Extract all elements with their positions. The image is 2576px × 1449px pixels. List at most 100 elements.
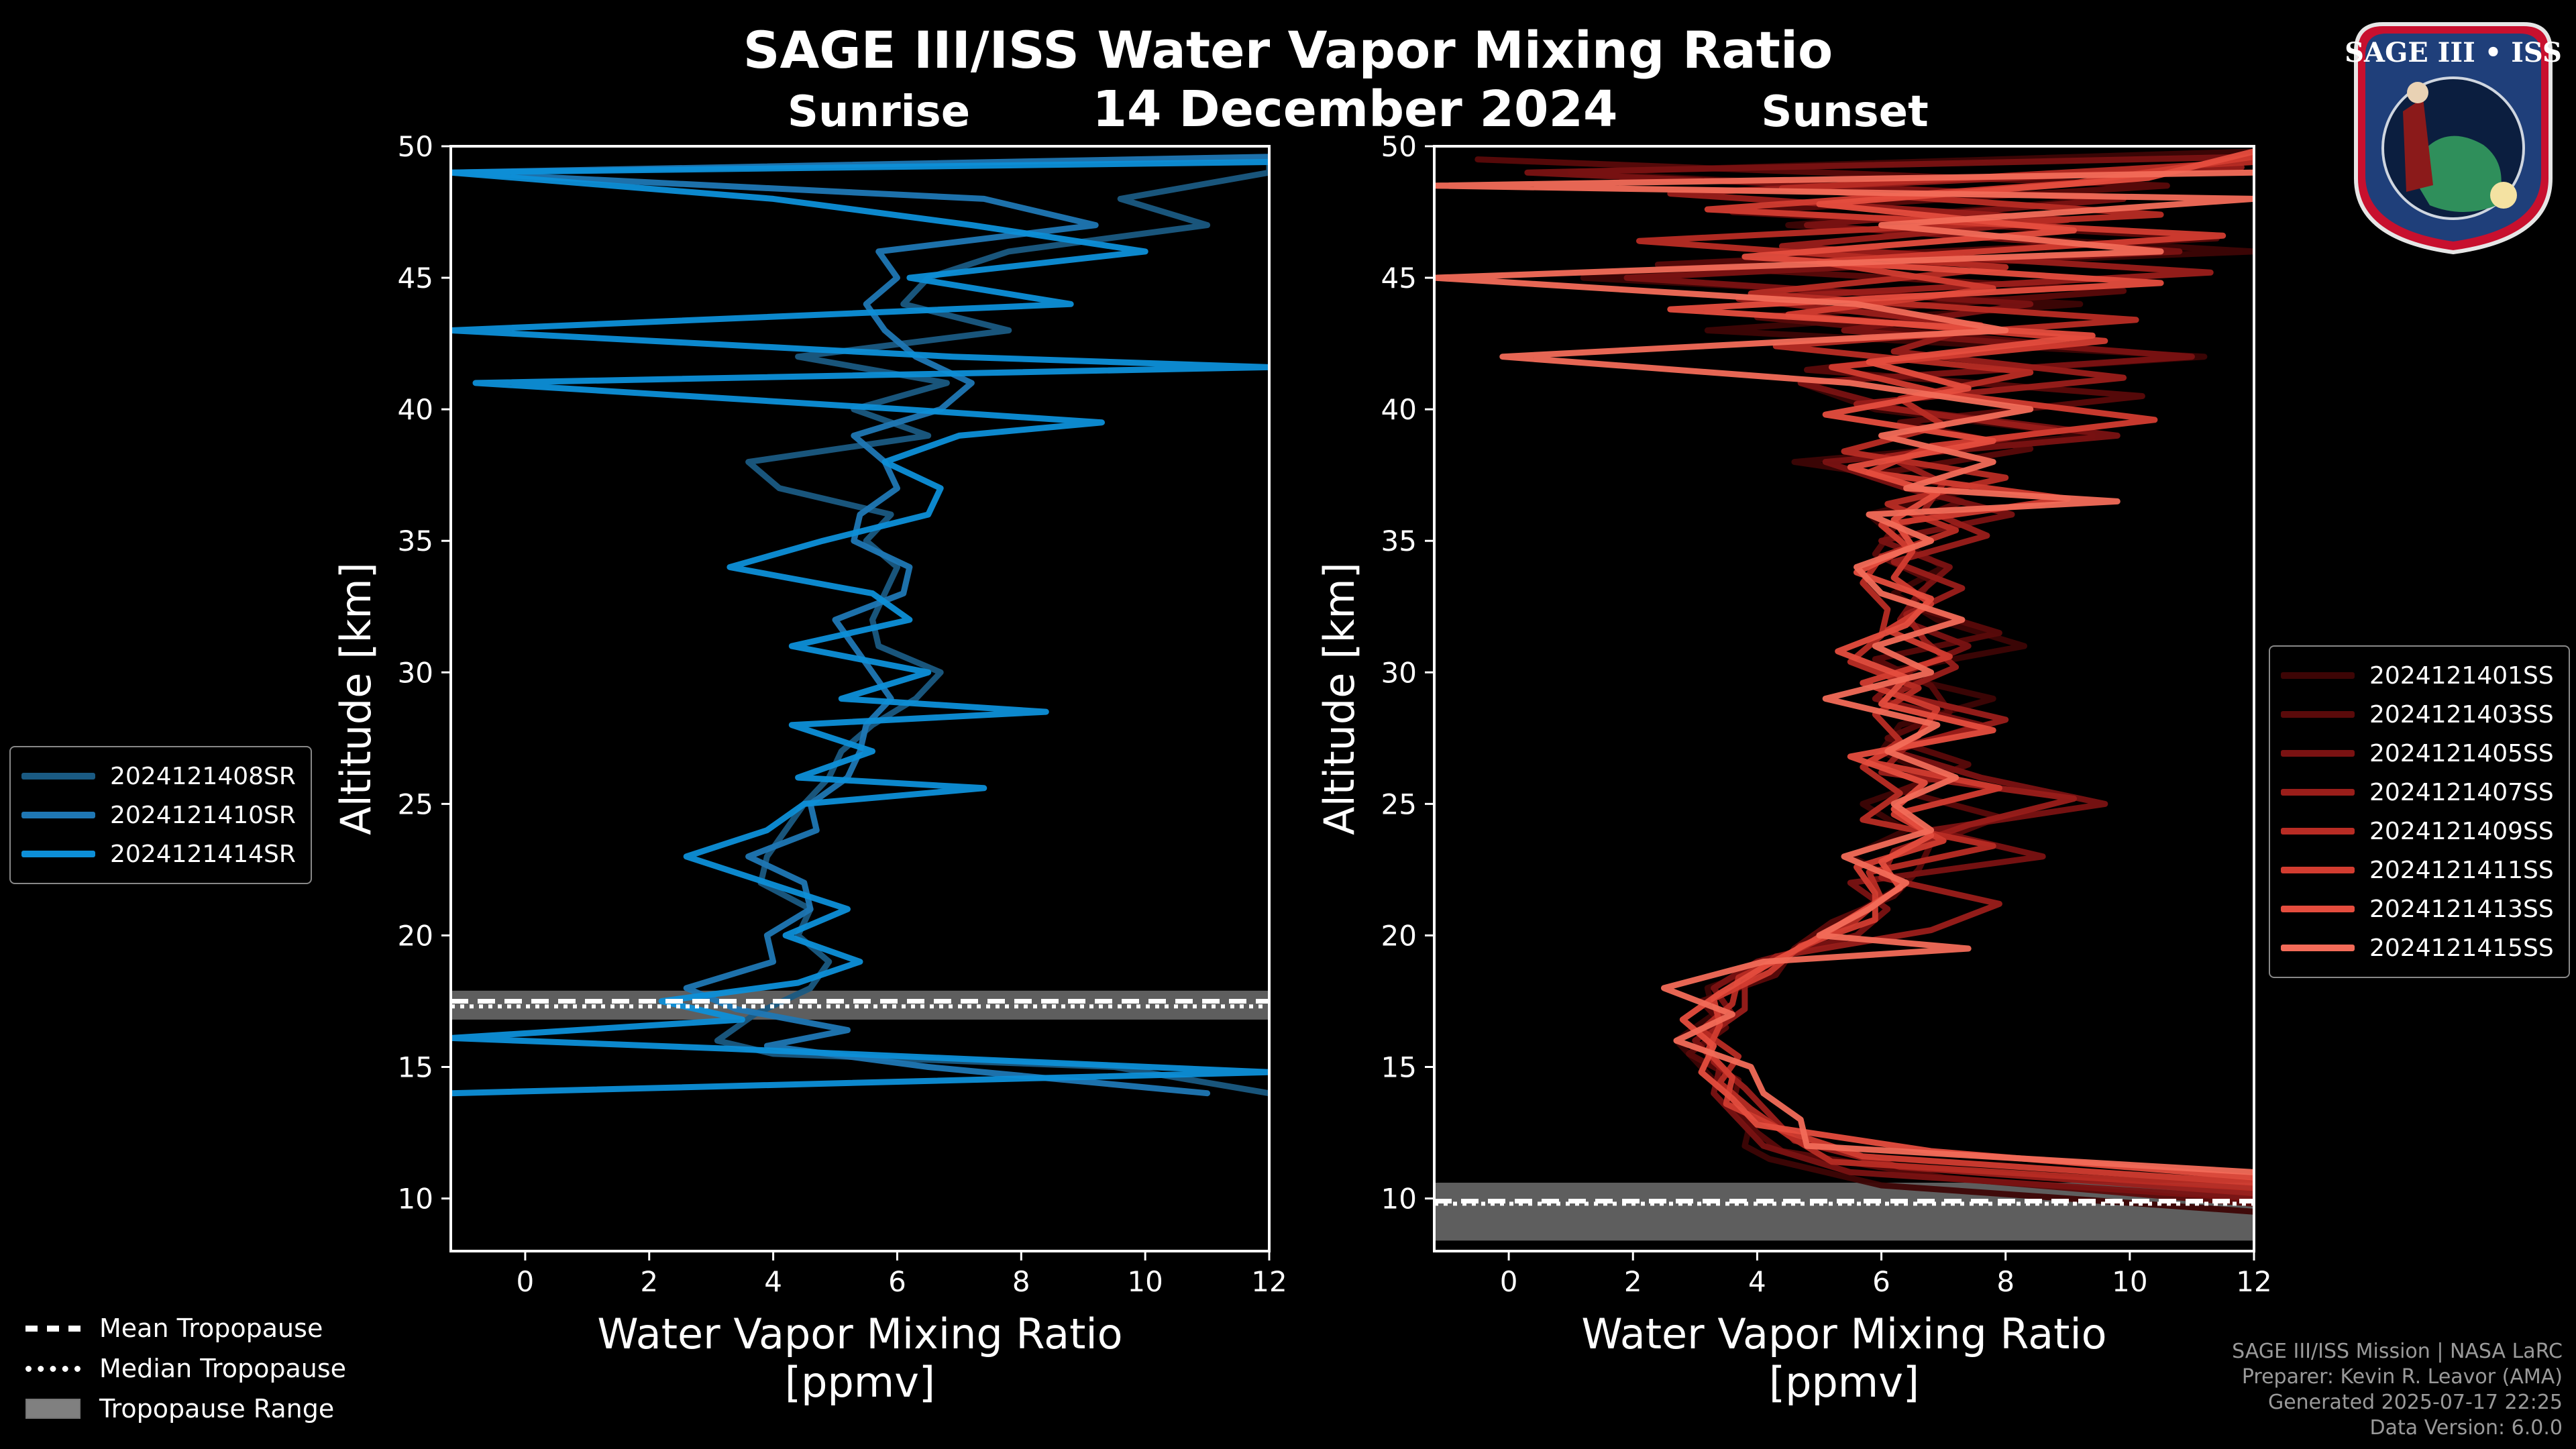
credit-line: Preparer: Kevin R. Leavor (AMA) xyxy=(2241,1365,2563,1389)
y-tick-label: 50 xyxy=(398,130,433,163)
legend-label: 2024121403SS xyxy=(2369,700,2554,729)
x-tick-label: 10 xyxy=(2112,1265,2147,1298)
x-tick-label: 4 xyxy=(1748,1265,1766,1298)
legend-item-2024121410SR: 2024121410SR xyxy=(21,796,296,835)
legend-label: 2024121415SS xyxy=(2369,934,2554,962)
y-tick-label: 45 xyxy=(398,262,433,294)
figure-title: SAGE III/ISS Water Vapor Mixing Ratio xyxy=(743,20,1833,80)
y-tick-label: 20 xyxy=(1381,919,1417,952)
legend-item-2024121405SS: 2024121405SS xyxy=(2281,734,2554,773)
figure-date: 14 December 2024 xyxy=(1092,80,1618,138)
x-axis-label: Water Vapor Mixing Ratio xyxy=(597,1309,1122,1358)
credits-block: SAGE III/ISS Mission | NASA LaRC Prepare… xyxy=(2232,1339,2563,1441)
sunset-panel: 0 2 4 6 8 10 12 10 15 20 25 30 35 40 45 50 Water Vapor M… xyxy=(1315,130,2272,1407)
x-axis-label: [ppmv] xyxy=(1769,1358,1919,1407)
x-tick-label: 0 xyxy=(517,1265,535,1298)
legend-swatch xyxy=(2281,789,2355,796)
legend-swatch xyxy=(2281,672,2355,679)
legend-label: Median Tropopause xyxy=(99,1354,346,1383)
gray-box-swatch xyxy=(25,1399,80,1419)
legend-swatch xyxy=(21,773,95,780)
legend-mean-tropopause: Mean Tropopause xyxy=(25,1308,346,1348)
dotted-line-swatch xyxy=(25,1365,80,1372)
plot-frame xyxy=(449,145,1271,1252)
x-tick-label: 8 xyxy=(1996,1265,2015,1298)
credit-line: SAGE III/ISS Mission | NASA LaRC xyxy=(2232,1340,2563,1363)
y-tick-label: 25 xyxy=(1381,788,1417,820)
legend-label: 2024121410SR xyxy=(110,801,296,829)
legend-label: Tropopause Range xyxy=(99,1394,335,1424)
sunset-legend: 2024121401SS 2024121403SS 2024121405SS 2024… xyxy=(2269,645,2570,978)
plot-area xyxy=(451,154,1269,1097)
x-tick-label: 0 xyxy=(1500,1265,1518,1298)
legend-item-2024121415SS: 2024121415SS xyxy=(2281,928,2554,967)
legend-label: 2024121409SS xyxy=(2369,817,2554,845)
legend-item-2024121409SS: 2024121409SS xyxy=(2281,812,2554,851)
legend-label: 2024121414SR xyxy=(110,840,296,868)
y-tick-label: 25 xyxy=(398,788,433,820)
legend-item-2024121403SS: 2024121403SS xyxy=(2281,695,2554,734)
legend-swatch xyxy=(2281,906,2355,912)
legend-swatch xyxy=(2281,711,2355,718)
legend-label: 2024121408SR xyxy=(110,762,296,790)
plot-area xyxy=(1434,148,2254,1241)
y-tick-label: 30 xyxy=(1381,656,1417,689)
y-tick-label: 35 xyxy=(398,525,433,557)
sunrise-label: Sunrise xyxy=(787,87,971,137)
x-axis-label: [ppmv] xyxy=(785,1358,935,1407)
legend-label: 2024121401SS xyxy=(2369,661,2554,690)
sunrise-legend: 2024121408SR 2024121410SR 2024121414SR xyxy=(9,746,312,884)
y-tick-label: 35 xyxy=(1381,525,1417,557)
y-tick-label: 15 xyxy=(1381,1051,1417,1084)
x-tick-label: 12 xyxy=(2236,1265,2271,1298)
y-tick-label: 10 xyxy=(1381,1183,1417,1216)
series-line-2024121407SS xyxy=(1667,164,2254,1197)
y-tick-label: 20 xyxy=(398,919,433,952)
legend-label: 2024121407SS xyxy=(2369,778,2554,806)
tropopause-legend: Mean Tropopause Median Tropopause Tropop… xyxy=(25,1308,346,1429)
legend-item-2024121407SS: 2024121407SS xyxy=(2281,773,2554,812)
legend-swatch xyxy=(21,851,95,857)
legend-item-2024121414SR: 2024121414SR xyxy=(21,835,296,873)
series-line-2024121415SS xyxy=(1434,169,2254,1175)
y-tick-label: 15 xyxy=(398,1051,433,1084)
x-tick-label: 10 xyxy=(1127,1265,1163,1298)
legend-swatch xyxy=(2281,867,2355,873)
x-tick-label: 2 xyxy=(640,1265,658,1298)
y-tick-label: 40 xyxy=(1381,393,1417,426)
legend-swatch xyxy=(21,812,95,818)
badge-title: SAGE III • ISS xyxy=(2345,37,2562,68)
legend-tropopause-range: Tropopause Range xyxy=(25,1389,346,1429)
legend-label: Mean Tropopause xyxy=(99,1313,323,1343)
series-line-2024121414SR xyxy=(451,159,1269,1097)
x-tick-label: 2 xyxy=(1624,1265,1642,1298)
dashed-line-swatch xyxy=(25,1325,80,1332)
series-line-2024121408SR xyxy=(714,156,1269,1097)
y-axis-label: Altitude [km] xyxy=(1315,562,1364,835)
x-tick-label: 4 xyxy=(764,1265,782,1298)
y-axis-label: Altitude [km] xyxy=(331,562,380,835)
x-tick-label: 6 xyxy=(1872,1265,1890,1298)
legend-item-2024121408SR: 2024121408SR xyxy=(21,757,296,796)
x-tick-label: 12 xyxy=(1251,1265,1287,1298)
legend-median-tropopause: Median Tropopause xyxy=(25,1348,346,1389)
legend-item-2024121413SS: 2024121413SS xyxy=(2281,890,2554,928)
series-line-2024121410SR xyxy=(451,154,1269,1097)
legend-swatch xyxy=(2281,750,2355,757)
x-axis-label: Water Vapor Mixing Ratio xyxy=(1581,1309,2106,1358)
legend-item-2024121401SS: 2024121401SS xyxy=(2281,656,2554,695)
legend-swatch xyxy=(2281,828,2355,835)
sunset-label: Sunset xyxy=(1761,87,1929,137)
legend-label: 2024121405SS xyxy=(2369,739,2554,767)
sage-iii-iss-mission-badge: SAGE III • ISS xyxy=(2345,22,2562,255)
tropopause-range-band xyxy=(451,990,1269,1020)
legend-item-2024121411SS: 2024121411SS xyxy=(2281,851,2554,890)
legend-swatch xyxy=(2281,945,2355,951)
legend-label: 2024121413SS xyxy=(2369,895,2554,923)
y-tick-label: 30 xyxy=(398,656,433,689)
sunrise-panel: 0 2 4 6 8 10 12 10 15 20 25 30 35 40 45 50 Water Vapor M… xyxy=(331,130,1287,1407)
legend-label: 2024121411SS xyxy=(2369,856,2554,884)
credit-line: Generated 2025-07-17 22:25 xyxy=(2267,1391,2563,1414)
x-tick-label: 8 xyxy=(1012,1265,1030,1298)
